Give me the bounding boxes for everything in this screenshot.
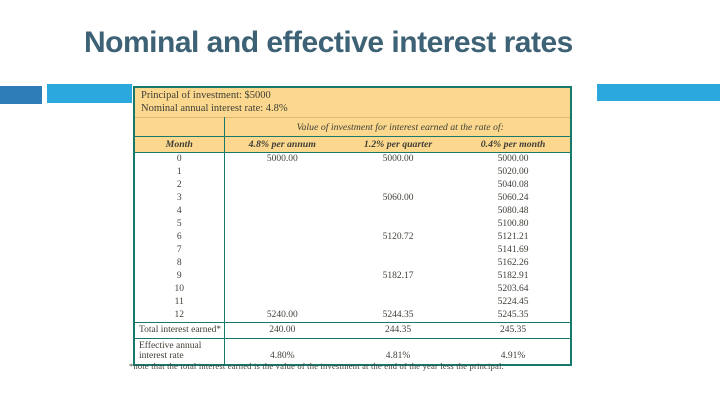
month-cell: 0	[134, 152, 225, 166]
annum-value-cell	[224, 179, 340, 192]
table-footnote: *note that the total interest earned is …	[129, 361, 504, 371]
table-row: 3 5060.00 5060.24	[134, 192, 571, 205]
table-row: 9 5182.17 5182.91	[134, 270, 571, 283]
total-interest-row: Total interest earned* 240.00 244.35 245…	[134, 322, 572, 338]
table-row: 11 5224.45	[134, 296, 571, 309]
effective-rate-label: Effective annual interest rate	[134, 337, 225, 365]
col-header-month: Month	[134, 136, 225, 153]
quarter-value-cell	[340, 257, 456, 270]
effective-quarter-value: 4.81%	[340, 337, 456, 365]
month-cell: 9	[134, 270, 225, 283]
caption-spacer-cell	[134, 117, 225, 137]
table-header-block: Principal of investment: $5000 Nominal a…	[134, 87, 572, 153]
principal-line: Principal of investment: $5000	[141, 90, 271, 101]
quarter-value-cell: 5244.35	[382, 310, 414, 320]
table-row: 1 5020.00	[134, 166, 571, 179]
monthly-value-cell: 5020.00	[497, 167, 529, 177]
month-cell: 8	[134, 257, 225, 270]
monthly-value-cell: 5245.35	[497, 310, 529, 320]
header-info-cell: Principal of investment: $5000 Nominal a…	[134, 87, 572, 118]
slide-title: Nominal and effective interest rates	[84, 26, 573, 59]
total-quarter-value: 244.35	[340, 322, 456, 338]
quarter-value-cell: 5060.00	[382, 193, 414, 203]
table-row: 12 5240.00 5244.35 5245.35	[134, 309, 571, 323]
col-header-per-annum: 4.8% per annum	[224, 136, 340, 153]
monthly-value-cell: 5040.08	[497, 180, 529, 190]
effective-rate-row: Effective annual interest rate 4.80% 4.8…	[134, 337, 572, 365]
quarter-value-cell: 5120.72	[382, 232, 414, 242]
annum-value-cell	[224, 257, 340, 270]
monthly-value-cell: 5162.26	[497, 258, 529, 268]
monthly-value-cell: 5224.45	[497, 297, 529, 307]
monthly-value-cell: 5080.48	[497, 206, 529, 216]
month-cell: 5	[134, 218, 225, 231]
monthly-value-cell: 5182.91	[497, 271, 529, 281]
table-row: 0 5000.00 5000.00 5000.00	[134, 152, 571, 166]
annum-value-cell	[224, 270, 340, 283]
quarter-value-cell	[340, 166, 456, 179]
table-row: 10 5203.64	[134, 283, 571, 296]
month-cell: 3	[134, 192, 225, 205]
quarter-value-cell	[340, 244, 456, 257]
annum-value-cell	[224, 166, 340, 179]
month-cell: 12	[134, 309, 225, 323]
nominal-rate-line: Nominal annual interest rate: 4.8%	[141, 102, 288, 114]
annum-value-cell	[224, 283, 340, 296]
quarter-value-cell: 5000.00	[382, 154, 414, 164]
summary-rows: Total interest earned* 240.00 244.35 245…	[134, 322, 572, 365]
monthly-value-cell: 5060.24	[497, 193, 529, 203]
month-cell: 7	[134, 244, 225, 257]
quarter-value-cell	[340, 296, 456, 309]
annum-value-cell	[224, 231, 340, 244]
month-cell: 10	[134, 283, 225, 296]
annum-value-cell	[224, 192, 340, 205]
annum-value-cell	[224, 205, 340, 218]
annum-value-cell	[224, 296, 340, 309]
table-row: 7 5141.69	[134, 244, 571, 257]
effective-month-value: 4.91%	[456, 337, 572, 365]
monthly-value-cell: 5141.69	[497, 245, 529, 255]
annum-value-cell: 5000.00	[266, 154, 298, 164]
table-row: 2 5040.08	[134, 179, 571, 192]
quarter-value-cell	[340, 283, 456, 296]
month-cell: 4	[134, 205, 225, 218]
table-row: 8 5162.26	[134, 257, 571, 270]
monthly-value-cell: 5000.00	[497, 154, 529, 164]
month-cell: 1	[134, 166, 225, 179]
month-cell: 11	[134, 296, 225, 309]
accent-bar-light-left	[47, 84, 132, 103]
month-cell: 6	[134, 231, 225, 244]
monthly-value-cell: 5100.80	[497, 219, 529, 229]
total-interest-label: Total interest earned*	[134, 322, 225, 338]
monthly-value-cell: 5121.21	[497, 232, 529, 242]
table-caption: Value of investment for interest earned …	[224, 117, 572, 137]
accent-bar-dark-left	[0, 86, 42, 104]
interest-table: Principal of investment: $5000 Nominal a…	[133, 86, 573, 366]
quarter-value-cell: 5182.17	[382, 271, 414, 281]
month-cell: 2	[134, 179, 225, 192]
annum-value-cell	[224, 244, 340, 257]
table-row: 4 5080.48	[134, 205, 571, 218]
interest-table-container: Principal of investment: $5000 Nominal a…	[133, 86, 573, 366]
month-rows: 0 5000.00 5000.00 5000.00 1 5020.00 2 5040.08 3 5…	[134, 152, 571, 323]
total-annum-value: 240.00	[224, 322, 340, 338]
annum-value-cell	[224, 218, 340, 231]
col-header-per-month: 0.4% per month	[456, 136, 572, 153]
quarter-value-cell	[340, 179, 456, 192]
monthly-value-cell: 5203.64	[497, 284, 529, 294]
table-row: Principal of investment: $5000 Nominal a…	[134, 87, 572, 118]
quarter-value-cell	[340, 218, 456, 231]
total-month-value: 245.35	[456, 322, 572, 338]
table-row: 5 5100.80	[134, 218, 571, 231]
table-row: Value of investment for interest earned …	[134, 117, 572, 137]
annum-value-cell: 5240.00	[266, 310, 298, 320]
col-header-per-quarter: 1.2% per quarter	[340, 136, 456, 153]
table-row: 6 5120.72 5121.21	[134, 231, 571, 244]
table-row: Month 4.8% per annum 1.2% per quarter 0.…	[134, 136, 572, 153]
effective-annum-value: 4.80%	[224, 337, 340, 365]
accent-bar-light-right	[597, 84, 720, 101]
quarter-value-cell	[340, 205, 456, 218]
